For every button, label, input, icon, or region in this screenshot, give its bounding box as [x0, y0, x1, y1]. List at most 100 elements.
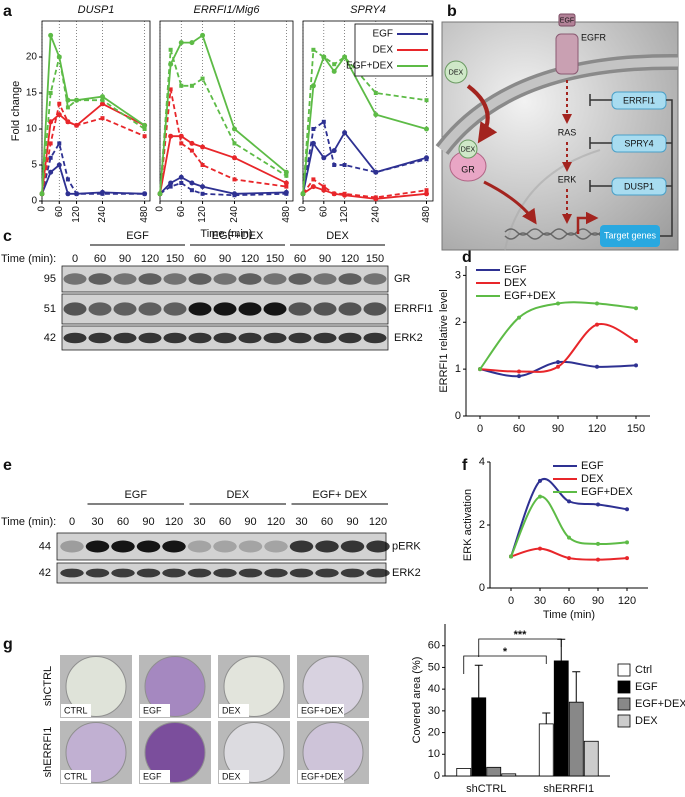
marker	[189, 148, 194, 153]
blot-band	[264, 540, 288, 553]
legend-label: EGF	[372, 29, 393, 40]
x-tick-label: 120	[618, 595, 636, 607]
legend-label: Ctrl	[635, 664, 652, 676]
marker	[538, 494, 542, 499]
blot-band	[313, 302, 337, 316]
y-tick-label: 50	[428, 661, 440, 673]
blot-band	[187, 540, 212, 553]
blot-band	[111, 568, 135, 578]
blot-band	[138, 332, 162, 344]
significance-bracket	[478, 638, 562, 657]
x-tick-label: 60	[513, 423, 525, 435]
y-tick-label: 4	[479, 456, 485, 468]
caption-box	[61, 770, 91, 783]
lane-label: 60	[219, 516, 231, 528]
ligand-dex	[458, 139, 478, 159]
mw-label: 42	[39, 567, 51, 579]
marker	[200, 76, 205, 81]
significance-bracket	[463, 655, 547, 674]
y-tick-label: 2	[479, 519, 485, 531]
colony-well	[223, 656, 285, 717]
lane-label: 150	[166, 253, 184, 265]
x-tick-label: 90	[592, 595, 604, 607]
panel-letter: f	[462, 457, 468, 474]
marker	[168, 47, 173, 52]
group-label: EGF	[126, 230, 149, 242]
marker	[301, 191, 305, 196]
group-label: DEX	[226, 489, 249, 501]
legend-label: EGF	[581, 460, 604, 472]
series-line	[302, 178, 427, 199]
marker	[158, 191, 162, 196]
blot-band	[366, 568, 390, 578]
marker	[231, 155, 237, 161]
blot-band	[340, 540, 365, 553]
y-tick-label: 1	[455, 363, 461, 375]
colony-well	[144, 722, 206, 783]
blot-band	[288, 302, 312, 316]
blot-band	[213, 302, 237, 316]
row-label: ERRFI1	[394, 303, 433, 315]
marker	[478, 367, 482, 372]
error-bar	[542, 712, 551, 724]
significance-label: *	[503, 646, 508, 658]
lane-label: 90	[346, 516, 358, 528]
marker	[517, 315, 521, 320]
marker	[168, 133, 174, 139]
marker	[99, 101, 105, 107]
legend: Ctrl EGF EGF+DEX DEX	[617, 663, 685, 728]
series-line	[479, 301, 637, 370]
lane-label: 150	[266, 253, 284, 265]
marker	[57, 101, 62, 106]
blot-band	[113, 273, 137, 285]
marker	[284, 184, 289, 189]
marker	[634, 306, 638, 311]
chart-title: DUSP1	[78, 4, 115, 16]
western-blot: Time (min): 0 60 90 120 150 60 90 120 150 60 90 120 1…	[1, 230, 433, 351]
series-line	[159, 176, 287, 195]
x-tick-label: 120	[588, 423, 606, 435]
lane-label: 60	[294, 253, 306, 265]
target-label: Target genes	[604, 230, 657, 240]
row-label: ERK2	[392, 567, 421, 579]
marker	[57, 55, 62, 59]
feedback: ERRFI1 SPRY4 DUSP1	[589, 91, 673, 237]
marker	[595, 322, 599, 327]
row-label: shERRFI1	[42, 727, 54, 778]
image-caption: EGF	[143, 771, 162, 781]
membrane	[438, 57, 679, 153]
mw-label: 51	[44, 303, 56, 315]
marker	[65, 191, 71, 197]
image-caption: DEX	[222, 771, 241, 781]
marker	[310, 83, 316, 89]
time-label: Time (min):	[1, 516, 56, 528]
panel-letter: e	[3, 457, 12, 474]
row-label: GR	[394, 273, 411, 285]
blot-band	[363, 273, 387, 285]
blot-band	[213, 568, 237, 578]
dna	[504, 228, 602, 236]
x-tick-label: 90	[552, 423, 564, 435]
marker	[311, 127, 316, 131]
marker	[424, 188, 429, 193]
x-tick-label: shERRFI1	[543, 783, 594, 795]
caption-box	[298, 704, 344, 717]
marker	[179, 141, 184, 146]
caption-box	[219, 770, 249, 783]
lane-label: 30	[193, 516, 205, 528]
legend-swatch	[617, 680, 631, 694]
blot-band	[366, 540, 390, 553]
marker	[331, 148, 337, 154]
y-axis-label: ERRFI1 relative level	[438, 289, 450, 392]
legend-label: EGF+DEX	[504, 290, 556, 302]
marker	[189, 140, 195, 146]
marker	[596, 541, 600, 546]
y-tick-label: 10	[26, 124, 38, 135]
marker	[517, 374, 521, 379]
marker	[74, 191, 79, 196]
lane-label: 90	[244, 516, 256, 528]
image-caption: EGF+DEX	[301, 705, 343, 715]
blot-band	[264, 568, 288, 578]
colony-well	[223, 722, 285, 783]
x-tick-label: 240	[370, 206, 381, 223]
